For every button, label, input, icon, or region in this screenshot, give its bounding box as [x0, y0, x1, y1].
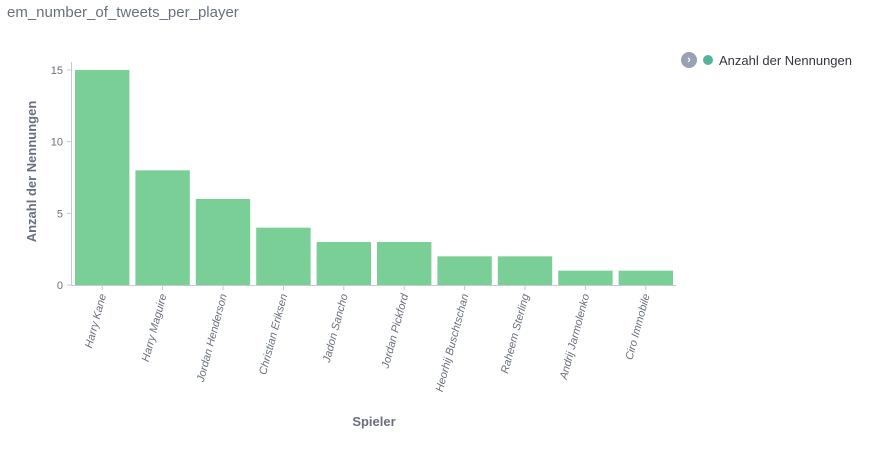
legend-item-label[interactable]: Anzahl der Nennungen — [719, 52, 852, 68]
legend-color-dot — [703, 55, 713, 65]
x-tick-label: Harry Maguire — [140, 293, 170, 363]
bar[interactable] — [75, 70, 130, 285]
x-axis-title: Spieler — [352, 414, 395, 429]
panel-title: em_number_of_tweets_per_player — [7, 4, 239, 21]
y-tick-label: 0 — [57, 280, 63, 292]
bar[interactable] — [135, 170, 190, 285]
x-tick-label: Jordan Henderson — [195, 293, 230, 385]
legend: › Anzahl der Nennungen — [681, 52, 852, 68]
y-tick-label: 15 — [51, 65, 63, 77]
y-axis: 0 5 10 15 — [51, 62, 72, 292]
x-tick-label: Ciro Immobile — [624, 293, 653, 362]
bar[interactable] — [618, 270, 673, 285]
bar[interactable] — [256, 227, 311, 285]
x-tick-label: Andrij Jarmolenko — [558, 293, 593, 382]
y-tick-label: 10 — [51, 137, 63, 149]
bar[interactable] — [437, 256, 492, 285]
bar[interactable] — [377, 242, 432, 285]
bars — [75, 70, 673, 285]
bar[interactable] — [316, 242, 371, 285]
y-tick-label: 5 — [57, 208, 63, 220]
y-axis-title: Anzahl der Nennungen — [24, 101, 39, 243]
x-axis: Harry Kane Harry Maguire Jordan Henderson C… — [71, 285, 676, 394]
x-tick-label: Jadon Sancho — [321, 293, 351, 365]
bar[interactable] — [558, 270, 613, 285]
chevron-right-icon[interactable]: › — [681, 52, 697, 68]
x-tick-label: Jordan Pickford — [379, 292, 411, 371]
x-tick-label: Raheem Sterling — [499, 292, 532, 375]
x-tick-label: Heorhij Buschtschan — [434, 293, 472, 394]
bar[interactable] — [497, 256, 553, 285]
bar[interactable] — [195, 199, 251, 285]
x-tick-label: Harry Kane — [83, 293, 109, 350]
x-tick-label: Christian Eriksen — [257, 293, 290, 376]
